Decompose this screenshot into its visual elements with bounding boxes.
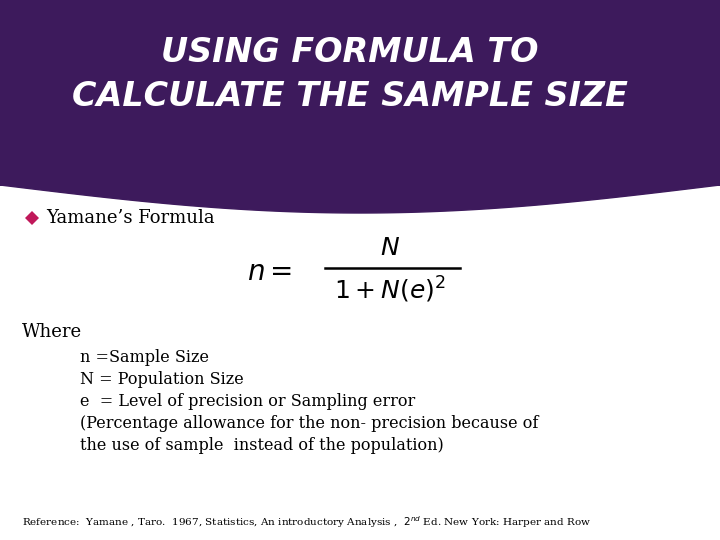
Text: Yamane’s Formula: Yamane’s Formula [46, 209, 215, 227]
Text: (Percentage allowance for the non- precision because of: (Percentage allowance for the non- preci… [80, 415, 539, 431]
Text: e  = Level of precision or Sampling error: e = Level of precision or Sampling error [80, 393, 415, 409]
Text: N = Population Size: N = Population Size [80, 370, 244, 388]
Text: $1+N(e)^{2}$: $1+N(e)^{2}$ [334, 275, 446, 305]
FancyBboxPatch shape [630, 0, 720, 60]
Text: the use of sample  instead of the population): the use of sample instead of the populat… [80, 436, 444, 454]
Text: Where: Where [22, 323, 82, 341]
Polygon shape [25, 211, 39, 225]
Text: CALCULATE THE SAMPLE SIZE: CALCULATE THE SAMPLE SIZE [72, 80, 628, 113]
Text: Reference:  Yamane , Taro.  1967, Statistics, An introductory Analysis ,  $2^{nd: Reference: Yamane , Taro. 1967, Statisti… [22, 514, 591, 530]
Text: n =Sample Size: n =Sample Size [80, 348, 209, 366]
FancyBboxPatch shape [0, 0, 720, 185]
Text: $N$: $N$ [380, 236, 400, 260]
Text: USING FORMULA TO: USING FORMULA TO [161, 37, 539, 70]
Text: $n =$: $n =$ [247, 258, 293, 286]
